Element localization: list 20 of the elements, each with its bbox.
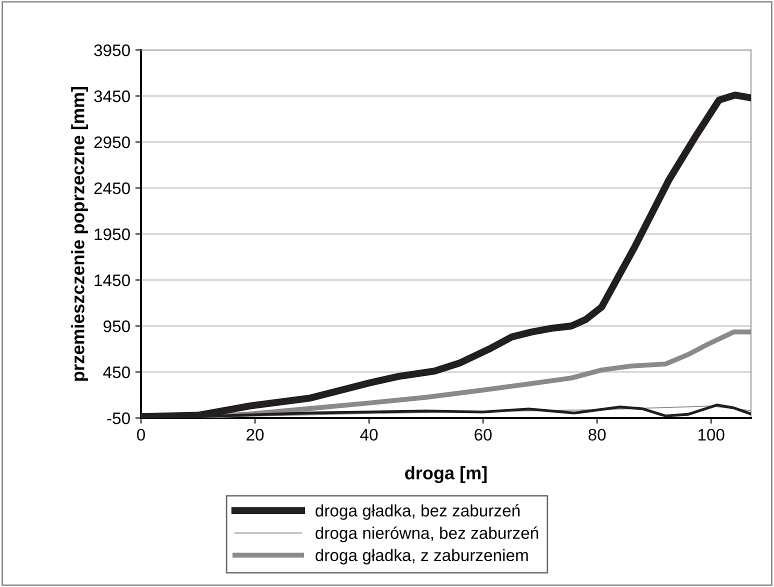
x-tick-label: 60 [474, 428, 492, 441]
y-tick-label: 450 [103, 366, 130, 378]
legend-label: droga nierówna, bez zaburzeń [316, 526, 538, 542]
y-tick-label: 2950 [94, 136, 130, 148]
legend-label: droga gładka, z zaburzeniem [316, 548, 528, 564]
y-axis-title: przemieszczenie poprzeczne [mm] [71, 87, 88, 381]
y-tick-label: 2450 [94, 182, 130, 194]
x-axis-title: droga [m] [405, 466, 487, 484]
y-tick-label: 1950 [94, 228, 130, 240]
y-tick-label: 950 [104, 320, 130, 332]
x-tick-label: 80 [588, 428, 606, 441]
y-tick-label: 3950 [94, 44, 130, 56]
x-tick-label: 20 [246, 428, 264, 441]
legend-label: droga gładka, bez zaburzeń [316, 504, 520, 520]
y-tick-label: 3450 [94, 90, 130, 102]
x-tick-label: 0 [137, 428, 145, 441]
x-tick-label: 40 [360, 428, 378, 441]
x-tick-label: 100 [698, 428, 724, 441]
y-tick-label: 1450 [94, 274, 130, 286]
y-tick-label: -50 [107, 412, 130, 424]
